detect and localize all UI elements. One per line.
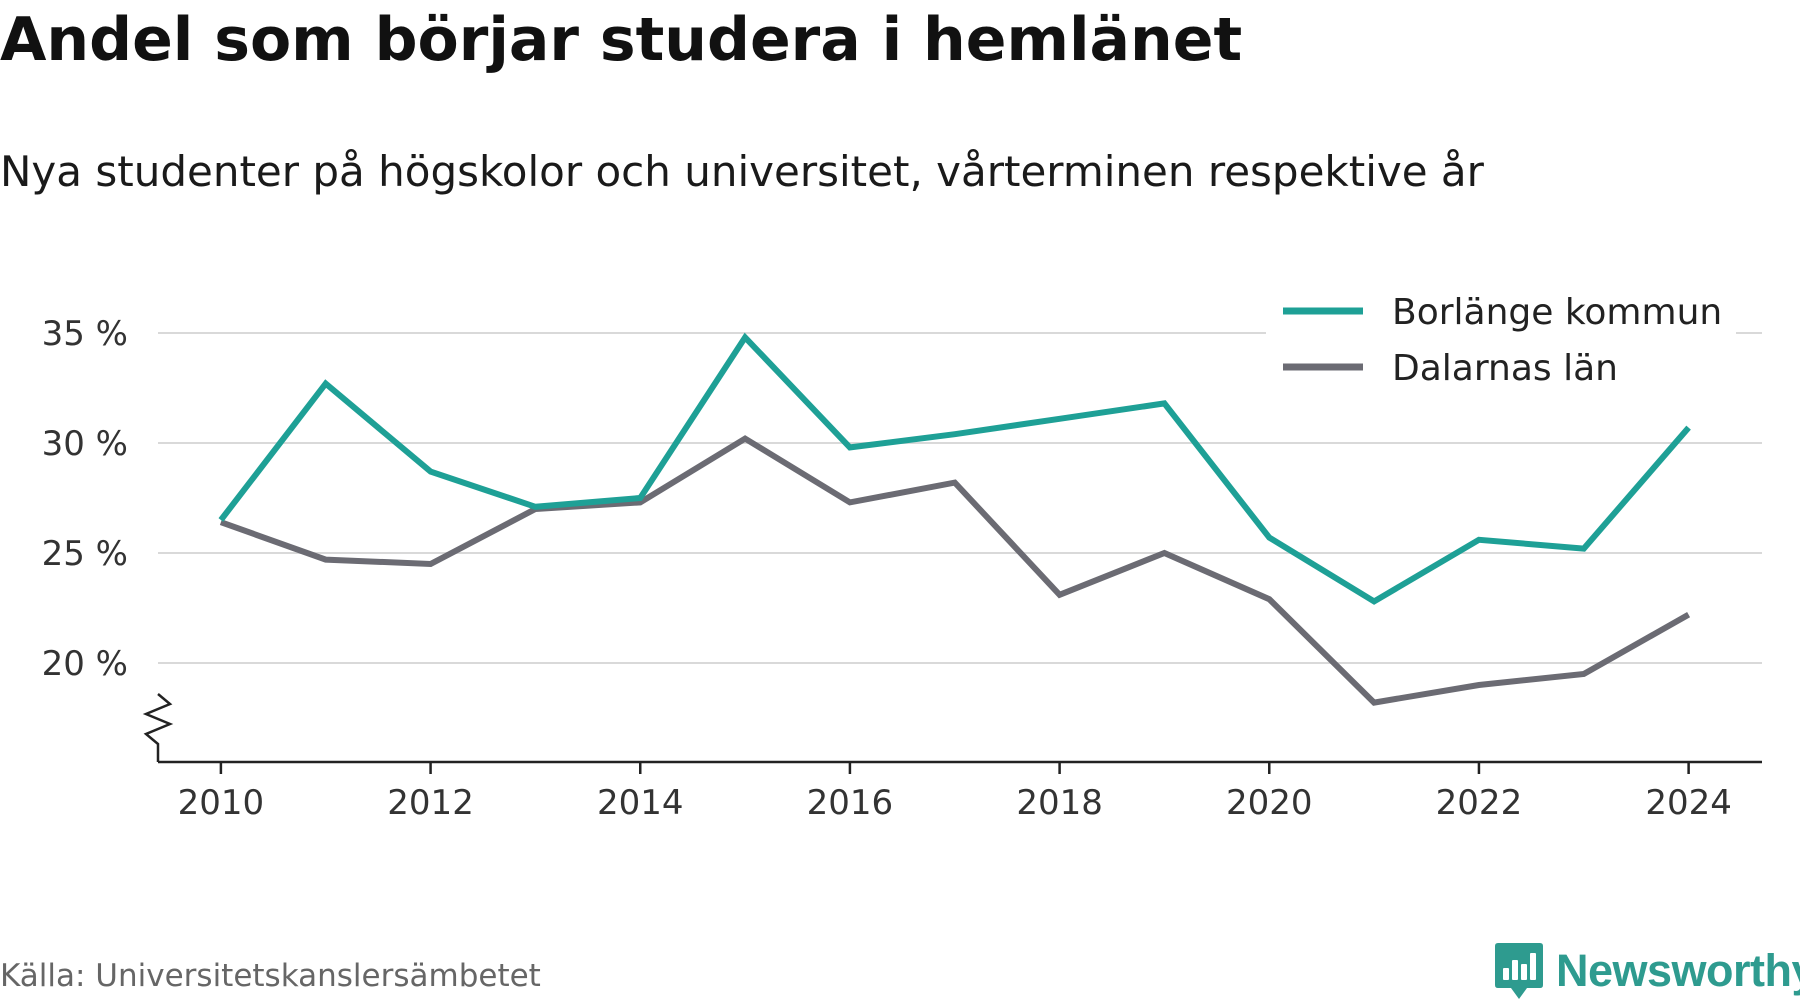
chart-subtitle: Nya studenter på högskolor och universit…: [0, 147, 1484, 196]
legend-label: Borlänge kommun: [1392, 292, 1722, 333]
x-tick-label: 2016: [807, 783, 894, 823]
bar-chart-badge-icon: [1495, 943, 1543, 999]
y-tick-label: 25 %: [42, 534, 128, 574]
legend-background: [1266, 282, 1736, 396]
chart-title: Andel som börjar studera i hemlänet: [0, 5, 1243, 75]
source-note: Källa: Universitetskanslersämbetet: [0, 958, 541, 994]
x-tick-label: 2012: [387, 783, 474, 823]
series-lines: [218, 332, 1691, 706]
brand-name: Newsworthy: [1556, 945, 1800, 996]
y-axis-labels: 20 % 25 % 30 % 35 %: [42, 314, 128, 684]
y-tick-label: 20 %: [42, 644, 128, 684]
line-chart: 20 % 25 % 30 % 35 % 2010 2012 2014 2016 2018 202…: [41, 282, 1762, 823]
x-tick-label: 2022: [1436, 783, 1523, 823]
x-axis: [142, 693, 1762, 774]
y-tick-label: 35 %: [42, 314, 128, 354]
legend: Borlänge kommun Dalarnas län: [1266, 282, 1736, 396]
x-tick-label: 2020: [1226, 783, 1313, 823]
brand-logo: Newsworthy: [1494, 940, 1800, 1002]
legend-label: Dalarnas län: [1392, 348, 1618, 389]
series-line: [218, 332, 1691, 605]
x-tick-label: 2018: [1016, 783, 1103, 823]
x-tick-label: 2014: [597, 783, 684, 823]
x-tick-label: 2024: [1645, 783, 1732, 823]
x-axis-labels: 2010 2012 2014 2016 2018 2020 2022 2024: [178, 783, 1732, 823]
series-line: [219, 435, 1691, 706]
axis-break-icon: [142, 693, 174, 762]
y-tick-label: 30 %: [42, 424, 128, 464]
x-tick-label: 2010: [178, 783, 265, 823]
